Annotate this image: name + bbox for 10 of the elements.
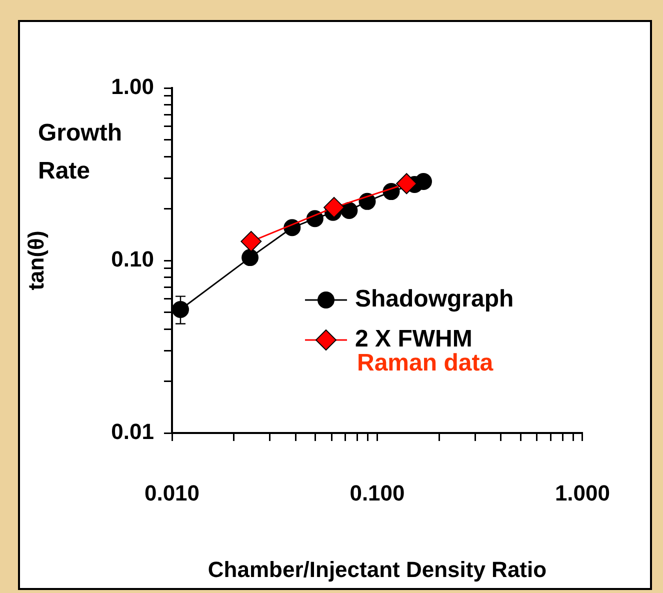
y-tick-label: 0.10 [111, 246, 154, 272]
x-tick-label: 0.100 [350, 480, 405, 506]
x-tick-label: 1.000 [554, 480, 610, 506]
x-tick-label: 0.010 [144, 480, 200, 506]
text: Growth Rate [38, 120, 122, 185]
y-axis-title: tan(θ) [23, 230, 48, 290]
legend-label: Shadowgraph [355, 286, 514, 313]
x-axis-title: Chamber/Injectant Density Ratio [208, 556, 547, 582]
y-tick-label: 1.00 [111, 74, 154, 100]
y-tick-label: 0.01 [111, 419, 154, 444]
